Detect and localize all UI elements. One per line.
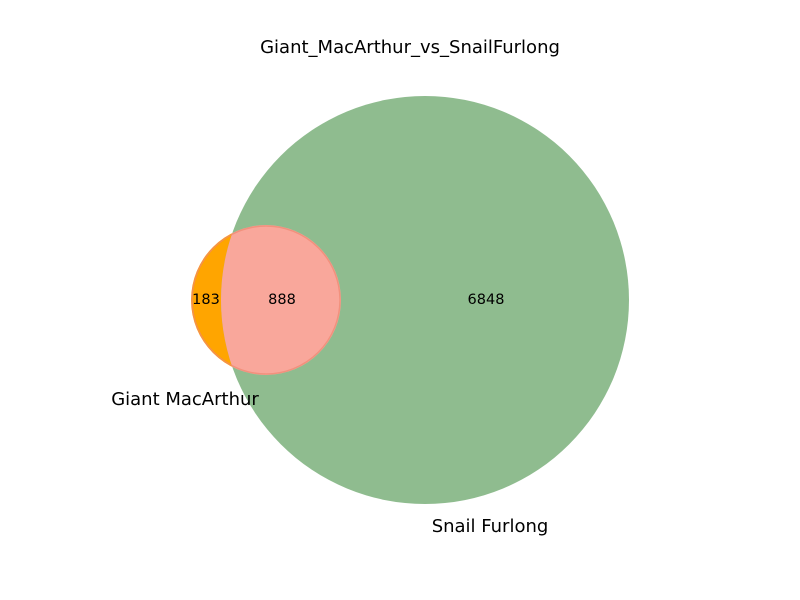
intersection-count: 888	[268, 292, 296, 308]
intersection-outline	[191, 225, 341, 375]
set-b-circle	[221, 96, 629, 504]
set-a-label: Giant MacArthur	[111, 389, 259, 410]
only-a-count: 183	[192, 292, 220, 308]
diagram-title: Giant_MacArthur_vs_SnailFurlong	[260, 37, 560, 58]
set-b-label: Snail Furlong	[432, 516, 549, 537]
only-b-count: 6848	[468, 292, 505, 308]
